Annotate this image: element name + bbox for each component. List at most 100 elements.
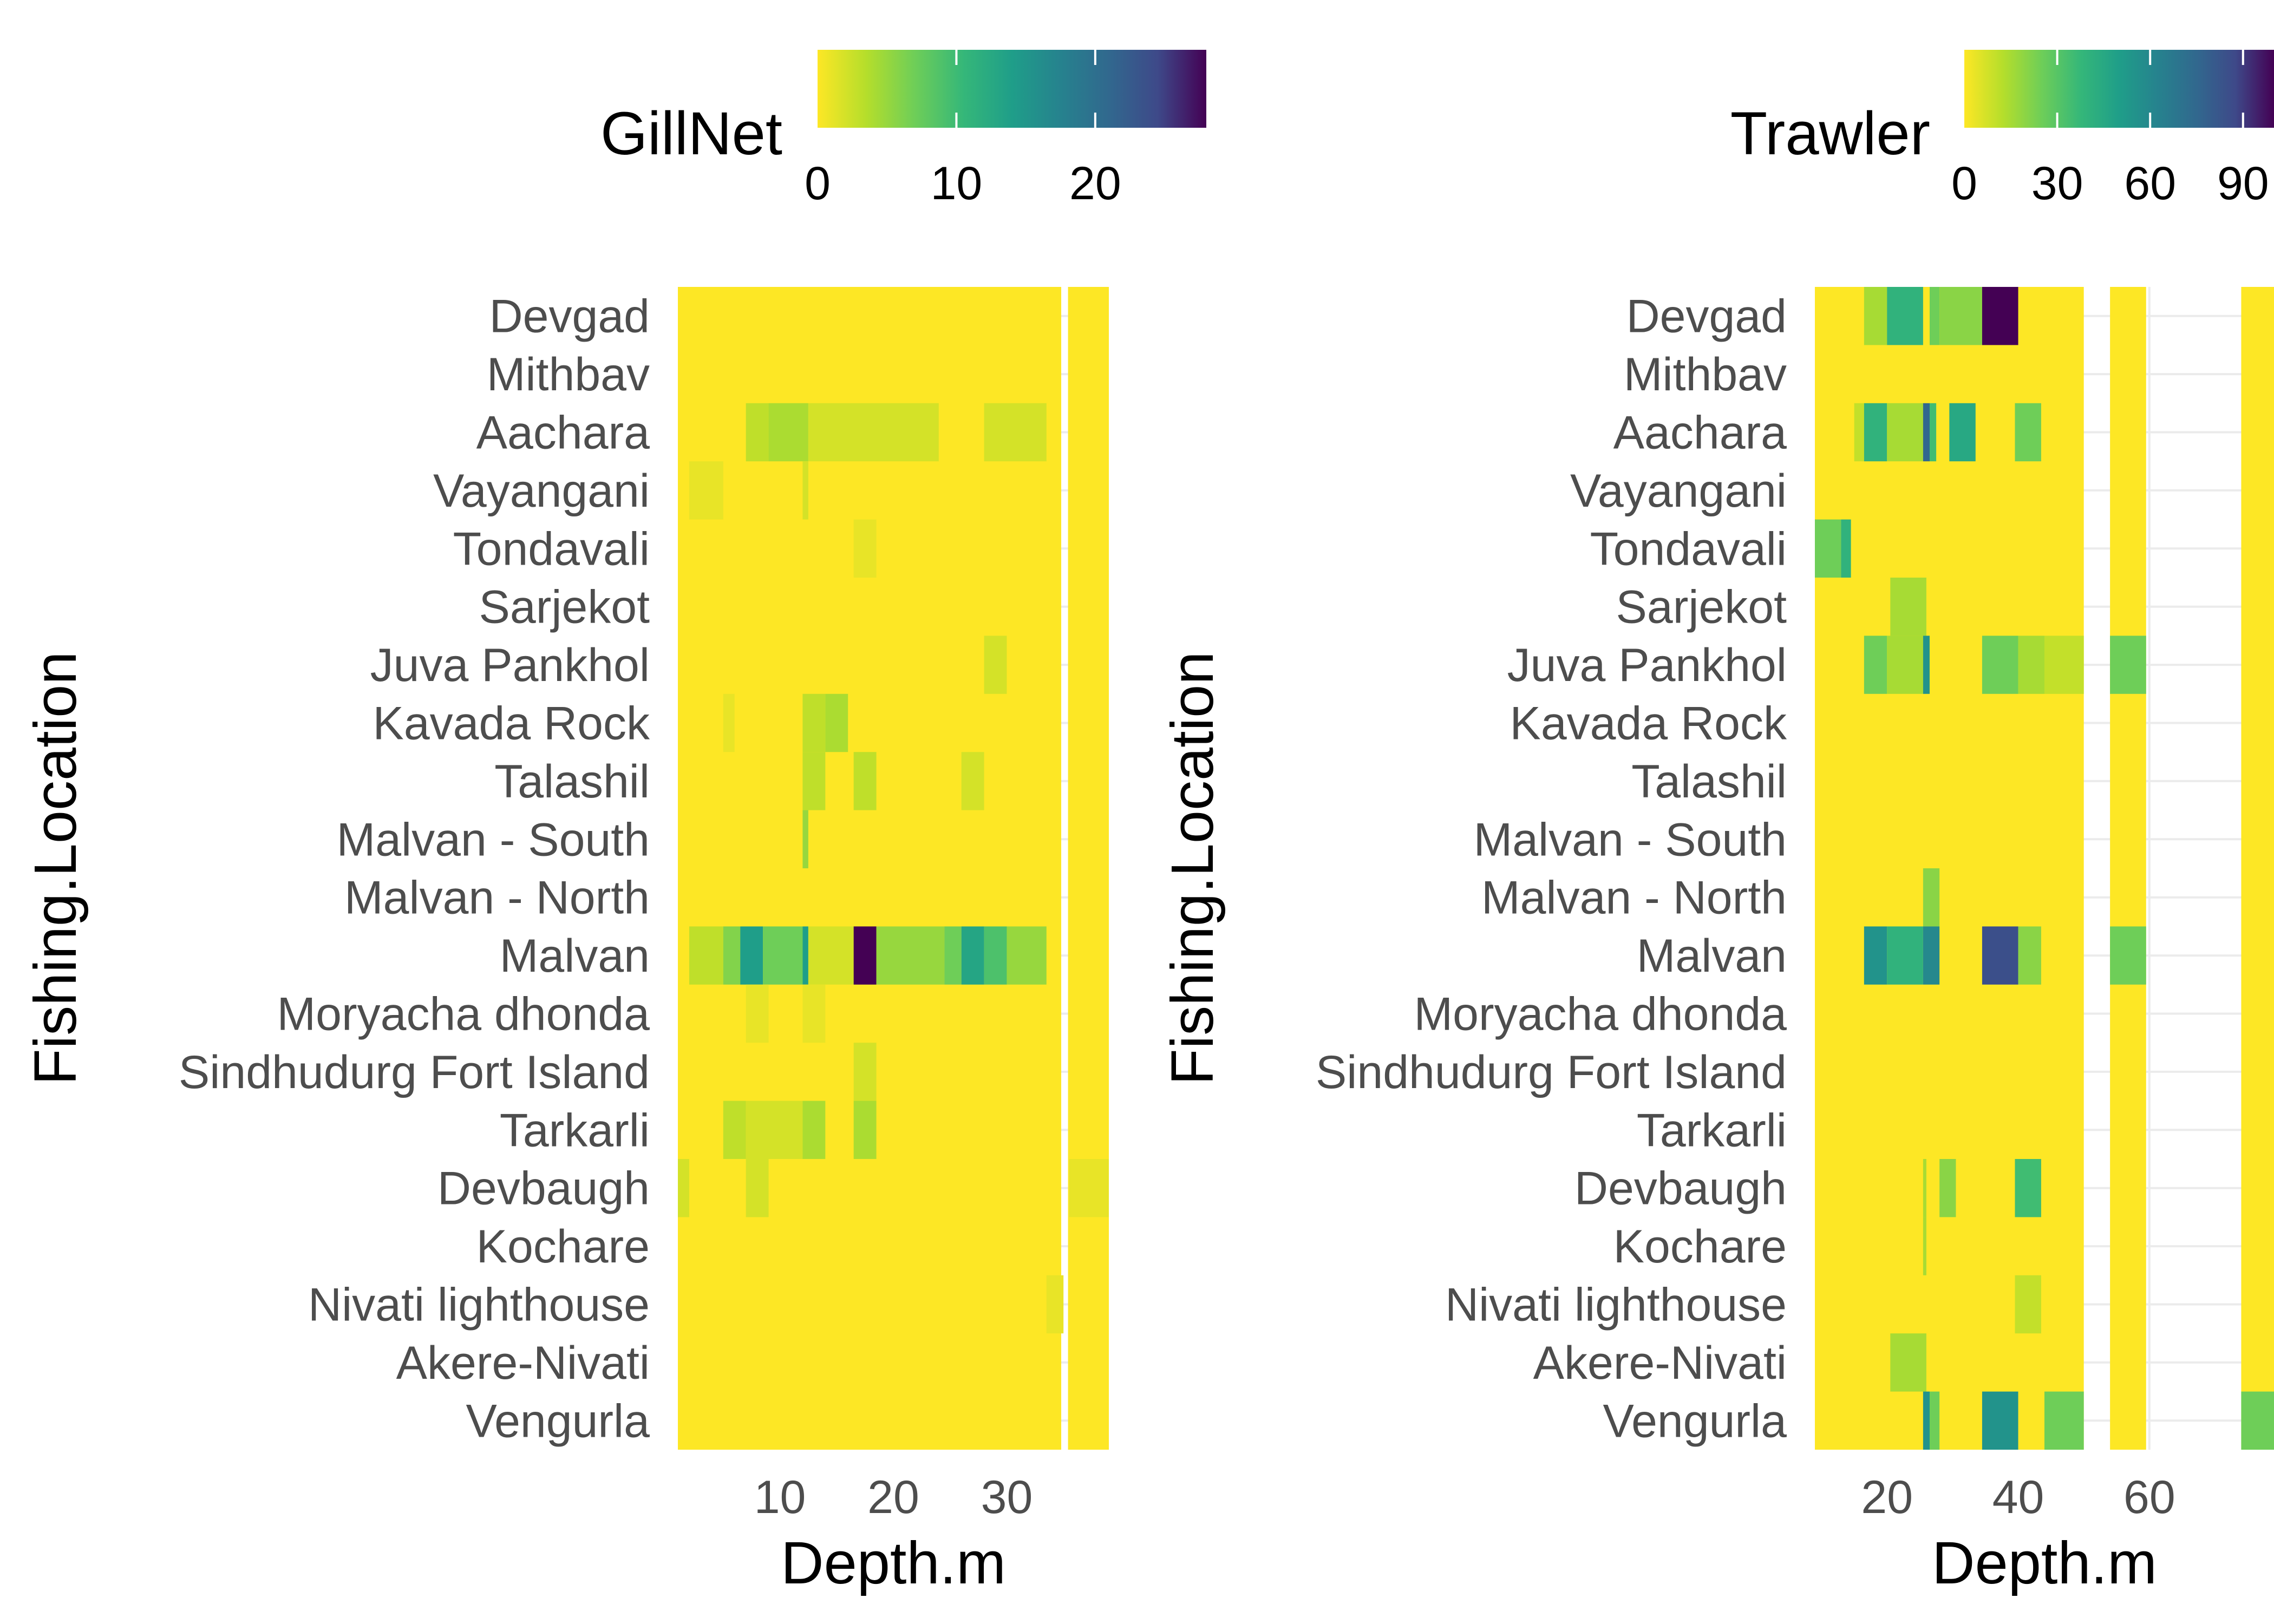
y-tick-label: Vayangani [1570, 465, 1787, 517]
heatmap-cell [746, 403, 769, 462]
heatmap-cell [2044, 1391, 2084, 1450]
y-tick-label: Kochare [476, 1221, 650, 1273]
heatmap-cell [1887, 403, 1923, 462]
heatmap-cell [802, 1101, 826, 1159]
y-tick-label: Malvan - South [1474, 814, 1787, 866]
heatmap-cell [1007, 926, 1047, 985]
legend-title: Trawler [1730, 100, 1930, 167]
heatmap-cell [1890, 578, 1926, 636]
heatmap-cell [961, 926, 984, 985]
y-tick-label: Vengurla [466, 1395, 650, 1447]
heatmap-cell [2044, 636, 2084, 694]
heatmap-cell [689, 461, 723, 520]
y-tick-label: Kavada Rock [373, 698, 650, 750]
y-axis-title: Fishing.Location [22, 651, 89, 1085]
heatmap-cell [2018, 636, 2044, 694]
heatmap-cell [723, 926, 741, 985]
heatmap-cell [723, 693, 735, 752]
heatmap-cell [1890, 1333, 1926, 1392]
y-tick-label: Akere-Nivati [1533, 1337, 1787, 1389]
y-tick-label: Talashil [494, 756, 650, 808]
y-tick-label: Sindhudurg Fort Island [1316, 1046, 1787, 1098]
x-tick-labels: 10 20 30 [754, 1471, 1033, 1523]
x-tick-label: 20 [867, 1471, 919, 1523]
heatmap-cell [2110, 926, 2146, 985]
heatmap-zero-block [2241, 287, 2274, 1450]
heatmap-cell [808, 926, 854, 985]
x-axis-title: Depth.m [1932, 1530, 2157, 1596]
y-tick-label: Tondavali [453, 523, 650, 575]
trawler-heatmap-panel: Devgad Mithbav Aachara Vayangani Tondavali Sa… [1159, 50, 2274, 1596]
heatmap-cell [1930, 1391, 1940, 1450]
y-axis-title: Fishing.Location [1159, 651, 1226, 1085]
heatmap-cell [1864, 636, 1887, 694]
heatmap-cell [802, 461, 808, 520]
heatmap-cell [689, 926, 723, 985]
legend-title: GillNet [600, 100, 782, 167]
legend-tick-label: 60 [2124, 158, 2176, 209]
heatmap-zero-block [1815, 287, 2084, 1450]
heatmap-cell [853, 519, 877, 578]
heatmap-cell [2018, 926, 2041, 985]
y-tick-label: Vengurla [1603, 1395, 1787, 1447]
heatmap-cell [802, 752, 826, 810]
y-tick-label: Devgad [1626, 291, 1787, 343]
y-tick-label: Kochare [1613, 1221, 1787, 1273]
colorbar [818, 50, 1206, 128]
heatmap-cell [1046, 1275, 1064, 1334]
heatmap-cell [1923, 636, 1930, 694]
y-tick-label: Vayangani [433, 465, 650, 517]
heatmap-cell [1982, 926, 2018, 985]
heatmap-cell [1923, 1391, 1930, 1450]
y-tick-label: Sarjekot [479, 581, 650, 633]
heatmap-cell [802, 810, 808, 868]
heatmap-tiles [1815, 287, 2274, 1450]
y-tick-label: Akere-Nivati [396, 1337, 650, 1389]
heatmap-cell [984, 403, 1047, 462]
heatmap-cell [1982, 1391, 2018, 1450]
heatmap-cell [802, 693, 826, 752]
heatmap-zero-block [1068, 287, 1109, 1450]
y-tick-label: Malvan - South [337, 814, 650, 866]
y-tick-label: Malvan - North [1481, 872, 1787, 924]
heatmap-cell [961, 752, 984, 810]
colorbar [1964, 50, 2274, 128]
y-tick-label: Tarkarli [1637, 1104, 1787, 1156]
heatmap-cell [802, 926, 808, 985]
heatmap-cell [1923, 1159, 1926, 1217]
y-tick-label: Devbaugh [1574, 1163, 1787, 1215]
y-tick-label: Malvan [500, 930, 650, 982]
heatmap-cell [746, 984, 769, 1043]
x-axis-title: Depth.m [781, 1530, 1006, 1596]
heatmap-zero-block [678, 287, 1062, 1450]
legend-tick-label: 0 [1951, 158, 1977, 209]
heatmap-cell [2110, 636, 2146, 694]
x-tick-labels: 20 40 60 [1861, 1471, 2175, 1523]
heatmap-cell [1982, 636, 2018, 694]
colorbar-legend: Trawler 0 30 60 90 [1730, 50, 2274, 209]
heatmap-cell [1887, 287, 1923, 345]
y-tick-label: Sarjekot [1616, 581, 1787, 633]
y-tick-labels: Devgad Mithbav Aachara Vayangani Tondavali Sa… [1316, 291, 1787, 1448]
heatmap-tiles [678, 287, 1109, 1450]
heatmap-cell [1815, 519, 1841, 578]
y-tick-label: Nivati lighthouse [308, 1279, 650, 1331]
heatmap-cell [746, 1159, 769, 1217]
heatmap-cell [1864, 926, 1887, 985]
heatmap-cell [2241, 1391, 2274, 1450]
y-tick-label: Sindhudurg Fort Island [179, 1046, 650, 1098]
x-tick-label: 30 [981, 1471, 1033, 1523]
heatmap-cell [853, 1043, 877, 1101]
y-tick-label: Devbaugh [437, 1163, 650, 1215]
heatmap-cell [1923, 926, 1940, 985]
heatmap-cell [763, 926, 803, 985]
heatmap-cell [746, 1101, 803, 1159]
heatmap-cell [876, 926, 945, 985]
legend-tick-label: 30 [2031, 158, 2083, 209]
y-tick-label: Mithbav [487, 349, 650, 401]
heatmap-cell [1069, 1159, 1109, 1217]
heatmap-cell [825, 693, 848, 752]
heatmap-cell [1923, 868, 1940, 927]
legend-tick-label: 20 [1069, 158, 1121, 209]
